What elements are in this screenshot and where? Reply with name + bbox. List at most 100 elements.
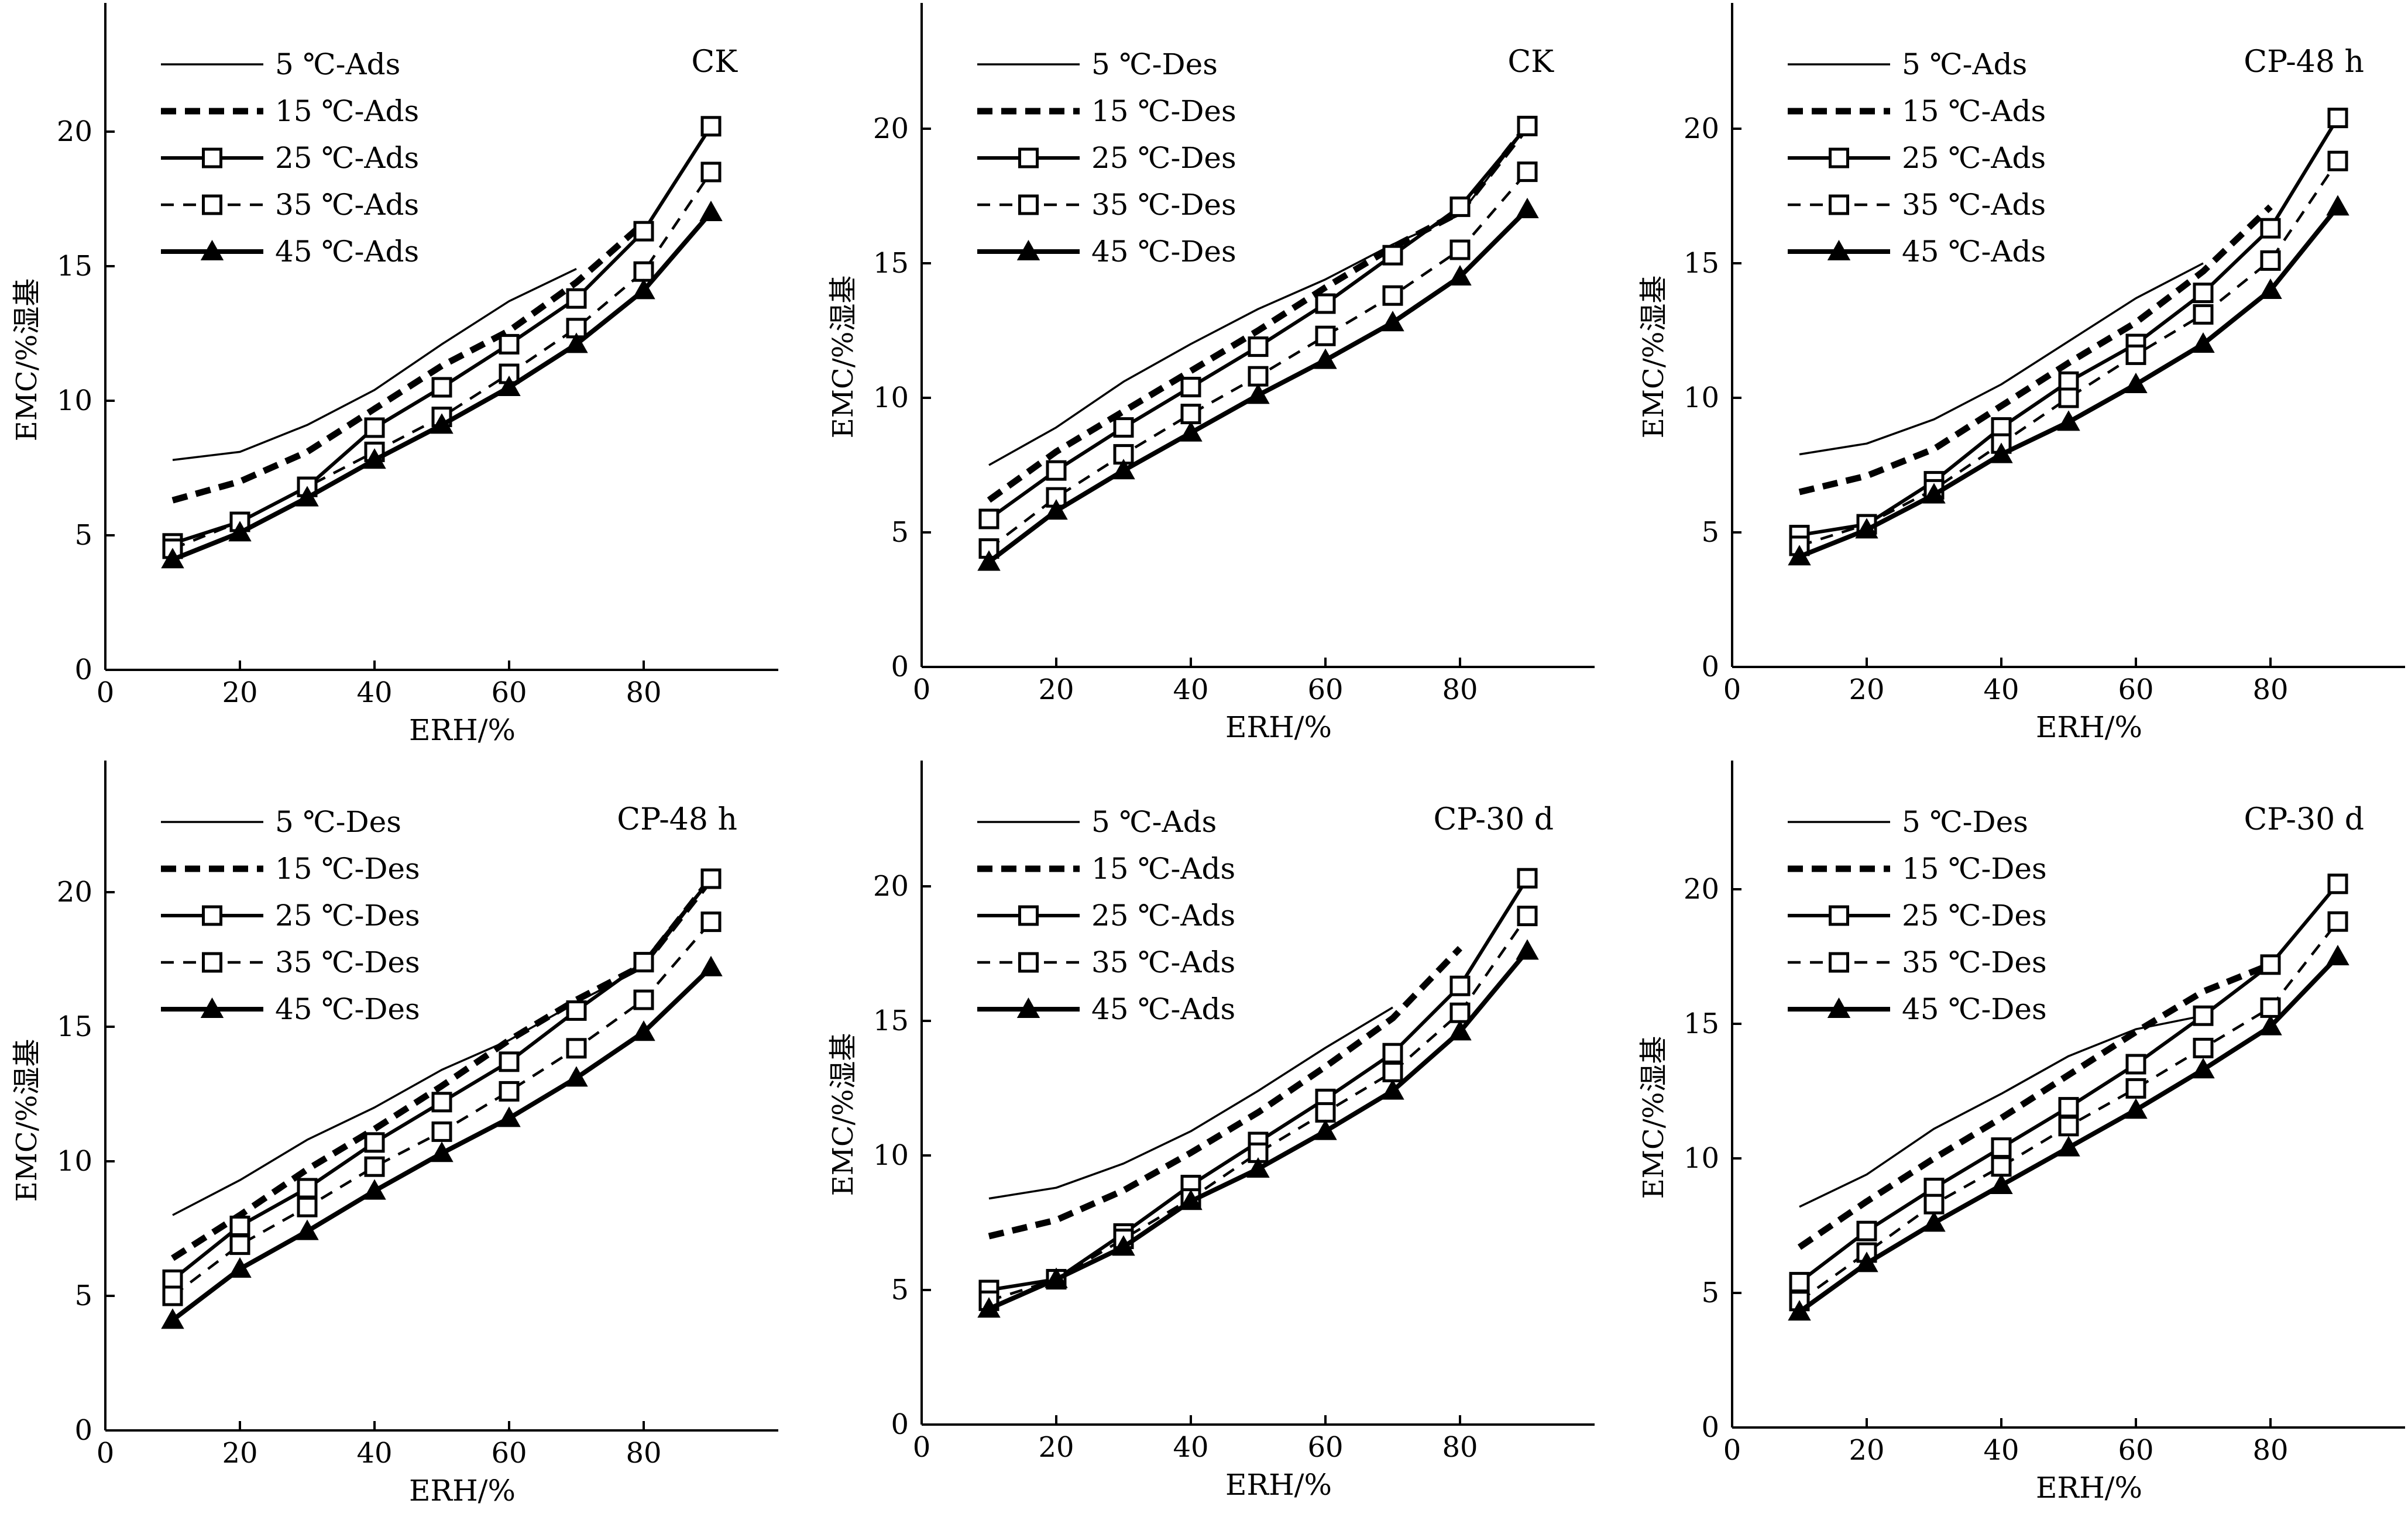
data-point (977, 1297, 1001, 1318)
x-tick-label: 60 (491, 676, 527, 709)
series-line (172, 878, 712, 1216)
legend-marker (1016, 239, 1040, 260)
data-point (1315, 293, 1336, 314)
x-tick-label: 40 (1983, 1434, 2019, 1467)
data-point (1045, 499, 1068, 520)
x-tick-label: 40 (1173, 1431, 1208, 1464)
x-tick-label: 60 (1307, 673, 1343, 706)
data-point (2191, 1058, 2215, 1079)
data-point (1517, 161, 1538, 183)
data-point (1449, 196, 1471, 217)
series-line (988, 171, 1528, 550)
y-tick-label: 10 (873, 381, 909, 414)
legend-label: 15 ℃-Ads (1091, 852, 1235, 886)
y-tick-label: 20 (1684, 112, 1719, 145)
chart-panel-4: 0 20 40 60 80 0 5 10 15 20 ERH/% EMC/%湿基 CP-48 h 5 ℃-… (11, 761, 778, 1508)
series-line (1798, 204, 2273, 496)
series-1: 5 ℃-Ads (161, 47, 577, 461)
legend-label: 5 ℃-Ads (275, 47, 400, 81)
data-point (633, 221, 654, 242)
data-point (497, 1106, 521, 1127)
data-point (296, 486, 319, 507)
data-point (1180, 377, 1201, 398)
chart-panel-5: 0 20 40 60 80 0 5 10 15 20 ERH/% EMC/%湿基 CP-30 d 5 ℃-… (827, 761, 1595, 1502)
series-line (1797, 961, 2272, 1250)
series-2: 15 ℃-Des (1788, 852, 2272, 1250)
data-point (499, 1081, 520, 1102)
data-point (1991, 1156, 2012, 1177)
data-point (1449, 1002, 1471, 1023)
data-point (1449, 975, 1471, 996)
x-tick-label: 80 (1442, 1431, 1478, 1464)
legend-label: 35 ℃-Ads (1091, 945, 1235, 979)
data-point (1517, 115, 1538, 136)
series-1: 5 ℃-Des (1788, 805, 2204, 1208)
legend-marker (202, 952, 222, 973)
series-line (171, 221, 646, 504)
series-5: 45 ℃-Ads (161, 200, 723, 569)
x-axis-label: ERH/% (1225, 710, 1332, 744)
x-tick-label: 80 (626, 1437, 661, 1470)
series-5: 45 ℃-Ads (977, 939, 1539, 1318)
y-tick-label: 0 (1701, 651, 1719, 683)
x-tick-label: 0 (913, 673, 931, 706)
data-point (2058, 387, 2079, 408)
y-tick-label: 0 (891, 651, 909, 683)
x-tick-label: 20 (1849, 673, 1884, 706)
series-line (171, 878, 713, 1281)
data-point (1855, 1251, 1878, 1272)
y-tick-label: 15 (1684, 1007, 1719, 1040)
series-5: 45 ℃-Ads (1788, 195, 2349, 566)
data-point (1517, 868, 1538, 889)
data-point (229, 1215, 250, 1236)
data-point (431, 1092, 452, 1113)
data-point (2193, 304, 2214, 325)
series-line (1799, 160, 2339, 548)
data-point (228, 1257, 252, 1278)
y-tick-label: 10 (57, 384, 92, 417)
legend-label: 25 ℃-Ads (1902, 141, 2046, 175)
y-tick-label: 15 (1684, 247, 1719, 280)
y-axis-label: EMC/%湿基 (827, 276, 860, 439)
x-tick-label: 20 (222, 1437, 257, 1470)
y-axis-label: EMC/%湿基 (827, 1033, 860, 1196)
data-point (2327, 150, 2348, 171)
data-point (1179, 1189, 1203, 1210)
series-5: 45 ℃-Des (977, 197, 1539, 571)
legend-marker (1018, 905, 1039, 926)
data-point (228, 521, 252, 542)
legend-label: 5 ℃-Des (1091, 47, 1218, 81)
y-tick-label: 10 (57, 1145, 92, 1178)
series-line (988, 1006, 1393, 1200)
x-tick-label: 60 (1307, 1431, 1343, 1464)
data-point (2193, 283, 2214, 304)
data-point (1314, 1119, 1337, 1140)
series-3: 25 ℃-Des (161, 868, 722, 1290)
data-point (1315, 325, 1336, 346)
legend-marker (200, 997, 224, 1018)
x-tick-label: 60 (2118, 1434, 2153, 1467)
y-tick-label: 10 (1684, 1142, 1719, 1175)
chart-panel-3: 0 20 40 60 80 0 5 10 15 20 ERH/% EMC/%湿基 CP-48 h 5 ℃-… (1637, 3, 2405, 744)
data-point (1517, 906, 1538, 927)
series-line (987, 124, 1530, 503)
y-tick-label: 15 (873, 247, 909, 280)
data-point (430, 413, 454, 434)
data-point (1113, 417, 1134, 438)
legend-label: 5 ℃-Des (275, 805, 401, 839)
x-tick-label: 80 (1442, 673, 1478, 706)
series-3: 25 ℃-Ads (977, 868, 1538, 1301)
legend-label: 15 ℃-Des (1902, 852, 2047, 886)
x-axis-label: ERH/% (2036, 710, 2142, 744)
x-axis-label: ERH/% (409, 713, 516, 747)
series-line (171, 876, 714, 1261)
y-tick-label: 5 (891, 516, 909, 549)
legend-label: 45 ℃-Des (1902, 992, 2047, 1026)
data-point (1314, 348, 1337, 369)
y-tick-label: 0 (1701, 1411, 1719, 1444)
y-tick-label: 10 (1684, 381, 1719, 414)
y-tick-label: 20 (57, 115, 92, 148)
series-1: 5 ℃-Des (977, 47, 1528, 466)
series-line (1799, 262, 2204, 456)
legend-marker (1829, 194, 1849, 215)
